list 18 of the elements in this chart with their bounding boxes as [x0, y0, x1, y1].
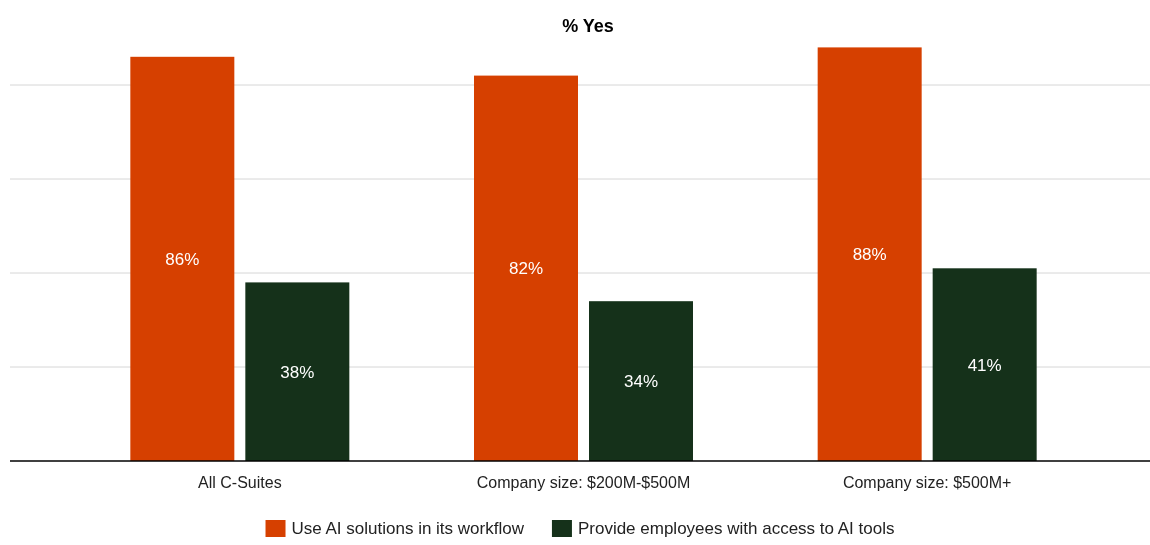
bar — [817, 47, 922, 461]
data-label: 41% — [967, 355, 1002, 375]
bar — [932, 268, 1037, 461]
bar — [245, 282, 350, 461]
legend-label: Use AI solutions in its workflow — [291, 519, 525, 538]
bar — [589, 301, 693, 461]
x-tick-label: Company size: $500M+ — [842, 474, 1012, 491]
x-tick-label: Company size: $200M-$500M — [476, 474, 691, 491]
data-label: 34% — [623, 372, 659, 392]
bar — [474, 75, 578, 461]
data-label: 38% — [280, 362, 315, 382]
legend-label: Provide employees with access to AI tools — [577, 519, 895, 538]
data-label: 86% — [165, 249, 200, 269]
x-tick-label: All C-Suites — [198, 474, 282, 491]
data-label: 88% — [852, 245, 887, 265]
chart-title: % Yes — [562, 16, 614, 36]
data-label: 82% — [508, 259, 544, 279]
bar — [130, 56, 235, 461]
